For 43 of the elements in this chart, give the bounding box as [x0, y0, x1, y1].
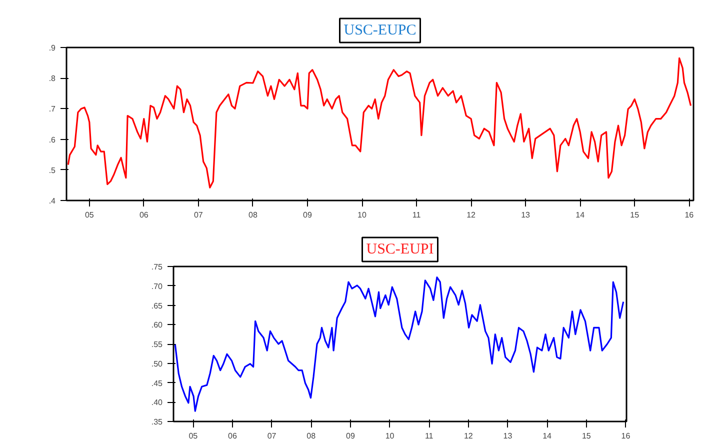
x-tick-label: 16: [684, 210, 694, 220]
x-tick-label: 09: [303, 210, 312, 220]
y-tick-label: .55: [151, 340, 164, 349]
y-tick-label: .60: [151, 320, 164, 330]
y-tick-label: .45: [151, 378, 164, 388]
x-tick-label: 14: [576, 210, 586, 220]
y-tick-label: .4: [48, 196, 56, 206]
y-tick-label: .9: [48, 44, 56, 52]
y-tick-label: .50: [151, 359, 164, 368]
line-series: [174, 276, 624, 412]
y-tick-label: .70: [151, 282, 164, 291]
y-tick-label: .65: [151, 301, 164, 310]
x-tick-label: 12: [464, 432, 474, 440]
x-tick-label: 08: [248, 210, 258, 220]
chart-title: USC-EUPI: [366, 242, 434, 258]
x-tick-label: 08: [306, 432, 316, 440]
y-tick-label: .8: [48, 74, 56, 84]
x-tick-label: 15: [582, 432, 592, 440]
x-tick-label: 06: [228, 432, 238, 440]
x-tick-label: 15: [630, 210, 640, 220]
x-tick-label: 16: [621, 432, 631, 440]
x-tick-label: 07: [267, 432, 277, 440]
y-tick-label: .5: [48, 166, 56, 175]
y-tick-label: .6: [48, 135, 56, 144]
y-tick-label: .40: [151, 398, 164, 408]
x-tick-label: 05: [84, 210, 94, 220]
x-tick-label: 09: [346, 432, 356, 440]
x-tick-label: 13: [521, 210, 531, 220]
y-tick-label: .75: [151, 262, 164, 272]
x-tick-label: 14: [542, 432, 552, 440]
x-tick-label: 10: [358, 210, 368, 220]
line-series: [67, 57, 692, 188]
x-tick-label: 10: [385, 432, 395, 440]
x-tick-label: 07: [194, 210, 204, 220]
x-tick-label: 11: [424, 432, 434, 440]
x-tick-label: 11: [412, 210, 422, 220]
x-tick-label: 13: [503, 432, 513, 440]
x-tick-label: 06: [139, 210, 149, 220]
chart-title: USC-EUPC: [344, 22, 416, 38]
x-tick-label: 12: [466, 210, 476, 220]
y-tick-label: .7: [48, 104, 56, 114]
x-tick-label: 05: [188, 432, 198, 440]
y-tick-label: .35: [151, 418, 164, 426]
